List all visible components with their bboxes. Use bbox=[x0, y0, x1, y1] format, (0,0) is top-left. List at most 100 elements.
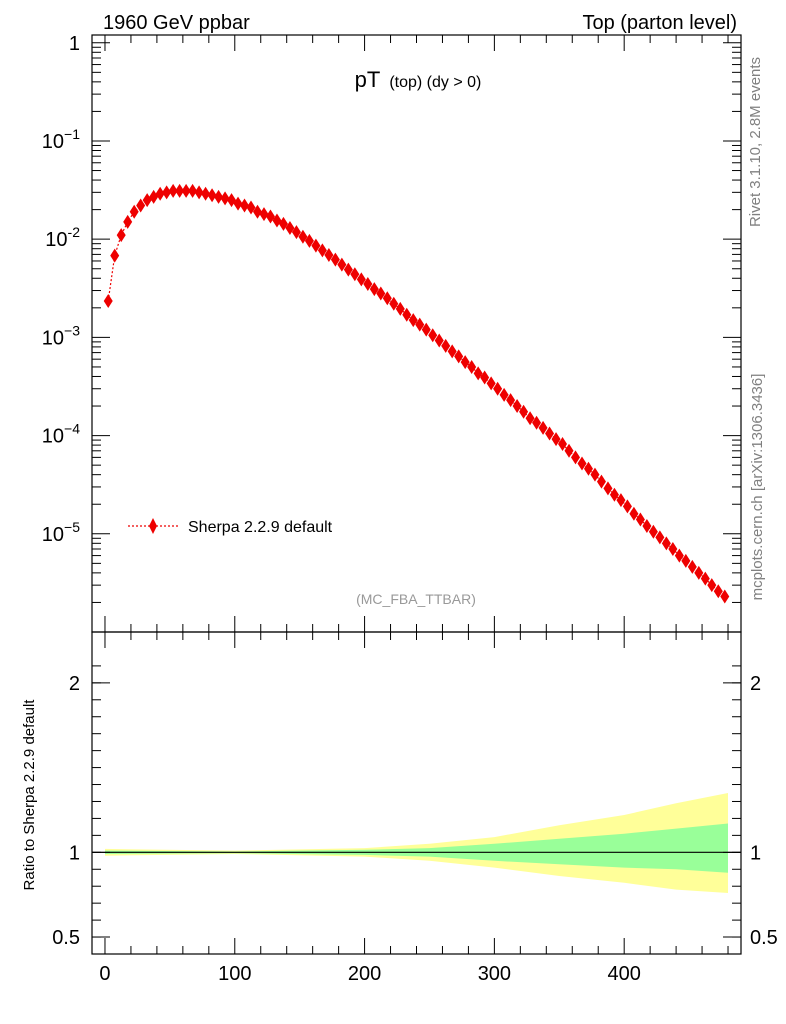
data-point bbox=[551, 432, 561, 447]
x-tick-label: 400 bbox=[607, 963, 640, 985]
data-point bbox=[110, 248, 120, 263]
data-point bbox=[545, 426, 555, 441]
data-point bbox=[713, 584, 723, 599]
data-point bbox=[681, 553, 691, 568]
data-point bbox=[155, 186, 165, 201]
data-point bbox=[480, 370, 490, 385]
x-tick-label: 200 bbox=[348, 963, 381, 985]
data-point bbox=[311, 238, 321, 253]
data-point bbox=[648, 524, 658, 539]
y-tick-label: 10−1 bbox=[42, 126, 80, 153]
data-point bbox=[674, 548, 684, 563]
source-label: mcplots.cern.ch [arXiv:1306.3436] bbox=[749, 374, 766, 601]
data-point bbox=[382, 291, 392, 306]
data-point bbox=[395, 301, 405, 316]
data-point bbox=[214, 189, 224, 204]
data-point bbox=[694, 565, 704, 580]
data-point bbox=[506, 393, 516, 408]
data-point bbox=[415, 317, 425, 332]
data-point bbox=[194, 185, 204, 200]
data-point bbox=[369, 282, 379, 297]
data-point bbox=[246, 200, 256, 215]
data-point bbox=[590, 467, 600, 482]
data-point bbox=[454, 349, 464, 364]
ratio-y-tick-label-right: 1 bbox=[750, 842, 761, 864]
data-point bbox=[538, 420, 548, 435]
data-point bbox=[149, 189, 159, 204]
x-tick-label: 0 bbox=[99, 963, 110, 985]
data-point bbox=[519, 404, 529, 419]
data-point bbox=[181, 183, 191, 198]
data-point bbox=[635, 512, 645, 527]
data-point bbox=[622, 499, 632, 514]
data-point bbox=[720, 589, 730, 604]
y-tick-label: 10−4 bbox=[42, 421, 80, 448]
data-point bbox=[168, 183, 178, 198]
data-point bbox=[123, 214, 133, 229]
data-point bbox=[661, 536, 671, 551]
data-point bbox=[116, 228, 126, 243]
data-point bbox=[265, 209, 275, 224]
data-point bbox=[207, 188, 217, 203]
data-point bbox=[525, 411, 535, 426]
data-point bbox=[259, 207, 269, 222]
dynamic-layer: 1 10−1 10-2 10−3 10−4 10−5 0 100 200 300 400 2 2 1 1 0.… bbox=[42, 33, 778, 985]
data-point bbox=[175, 183, 185, 198]
data-point bbox=[408, 313, 418, 328]
data-point bbox=[201, 186, 211, 201]
legend-label: Sherpa 2.2.9 default bbox=[188, 519, 333, 536]
x-tick-label: 100 bbox=[218, 963, 251, 985]
plot-title: pT (top) (dy > 0) bbox=[355, 67, 482, 92]
data-point bbox=[285, 220, 295, 235]
legend: Sherpa 2.2.9 default bbox=[128, 518, 333, 536]
data-point bbox=[240, 198, 250, 213]
data-point bbox=[564, 443, 574, 458]
rivet-label: Rivet 3.1.10, 2.8M events bbox=[747, 57, 764, 227]
legend-marker bbox=[149, 518, 157, 534]
data-point bbox=[447, 344, 457, 359]
main-plot-frame bbox=[91, 34, 742, 633]
data-point bbox=[532, 415, 542, 430]
data-point bbox=[376, 286, 386, 301]
y-tick-label: 10-2 bbox=[45, 224, 80, 251]
data-point bbox=[317, 243, 327, 258]
data-point bbox=[642, 519, 652, 534]
ratio-y-tick-label-right: 2 bbox=[750, 673, 761, 695]
data-point bbox=[596, 474, 606, 489]
data-point bbox=[330, 252, 340, 267]
ratio-y-tick-label-left: 1 bbox=[69, 842, 80, 864]
plot-title-sub: (top) (dy > 0) bbox=[389, 74, 481, 91]
data-point bbox=[233, 196, 243, 211]
data-point bbox=[188, 183, 198, 198]
data-point bbox=[668, 542, 678, 557]
data-point bbox=[129, 204, 139, 219]
data-point bbox=[687, 559, 697, 574]
data-point bbox=[609, 487, 619, 502]
data-point bbox=[603, 481, 613, 496]
data-point bbox=[467, 359, 477, 374]
data-point bbox=[103, 293, 113, 308]
data-point bbox=[512, 399, 522, 414]
data-point bbox=[291, 225, 301, 240]
data-point bbox=[421, 322, 431, 337]
data-point bbox=[655, 530, 665, 545]
data-point bbox=[389, 296, 399, 311]
data-point bbox=[343, 262, 353, 277]
data-point bbox=[700, 571, 710, 586]
data-point bbox=[324, 248, 334, 263]
data-point bbox=[441, 338, 451, 353]
data-point bbox=[571, 450, 581, 465]
data-point bbox=[577, 456, 587, 471]
data-point bbox=[350, 267, 360, 282]
data-point bbox=[616, 493, 626, 508]
data-point bbox=[558, 437, 568, 452]
data-point bbox=[583, 461, 593, 476]
ratio-band-inner bbox=[105, 823, 728, 873]
data-point bbox=[298, 229, 308, 244]
data-point bbox=[486, 376, 496, 391]
plot-title-main: pT bbox=[355, 67, 381, 92]
ratio-band-outer bbox=[105, 793, 728, 893]
ratio-y-tick-label-left: 0.5 bbox=[52, 927, 80, 949]
header-left: 1960 GeV ppbar bbox=[103, 12, 250, 34]
